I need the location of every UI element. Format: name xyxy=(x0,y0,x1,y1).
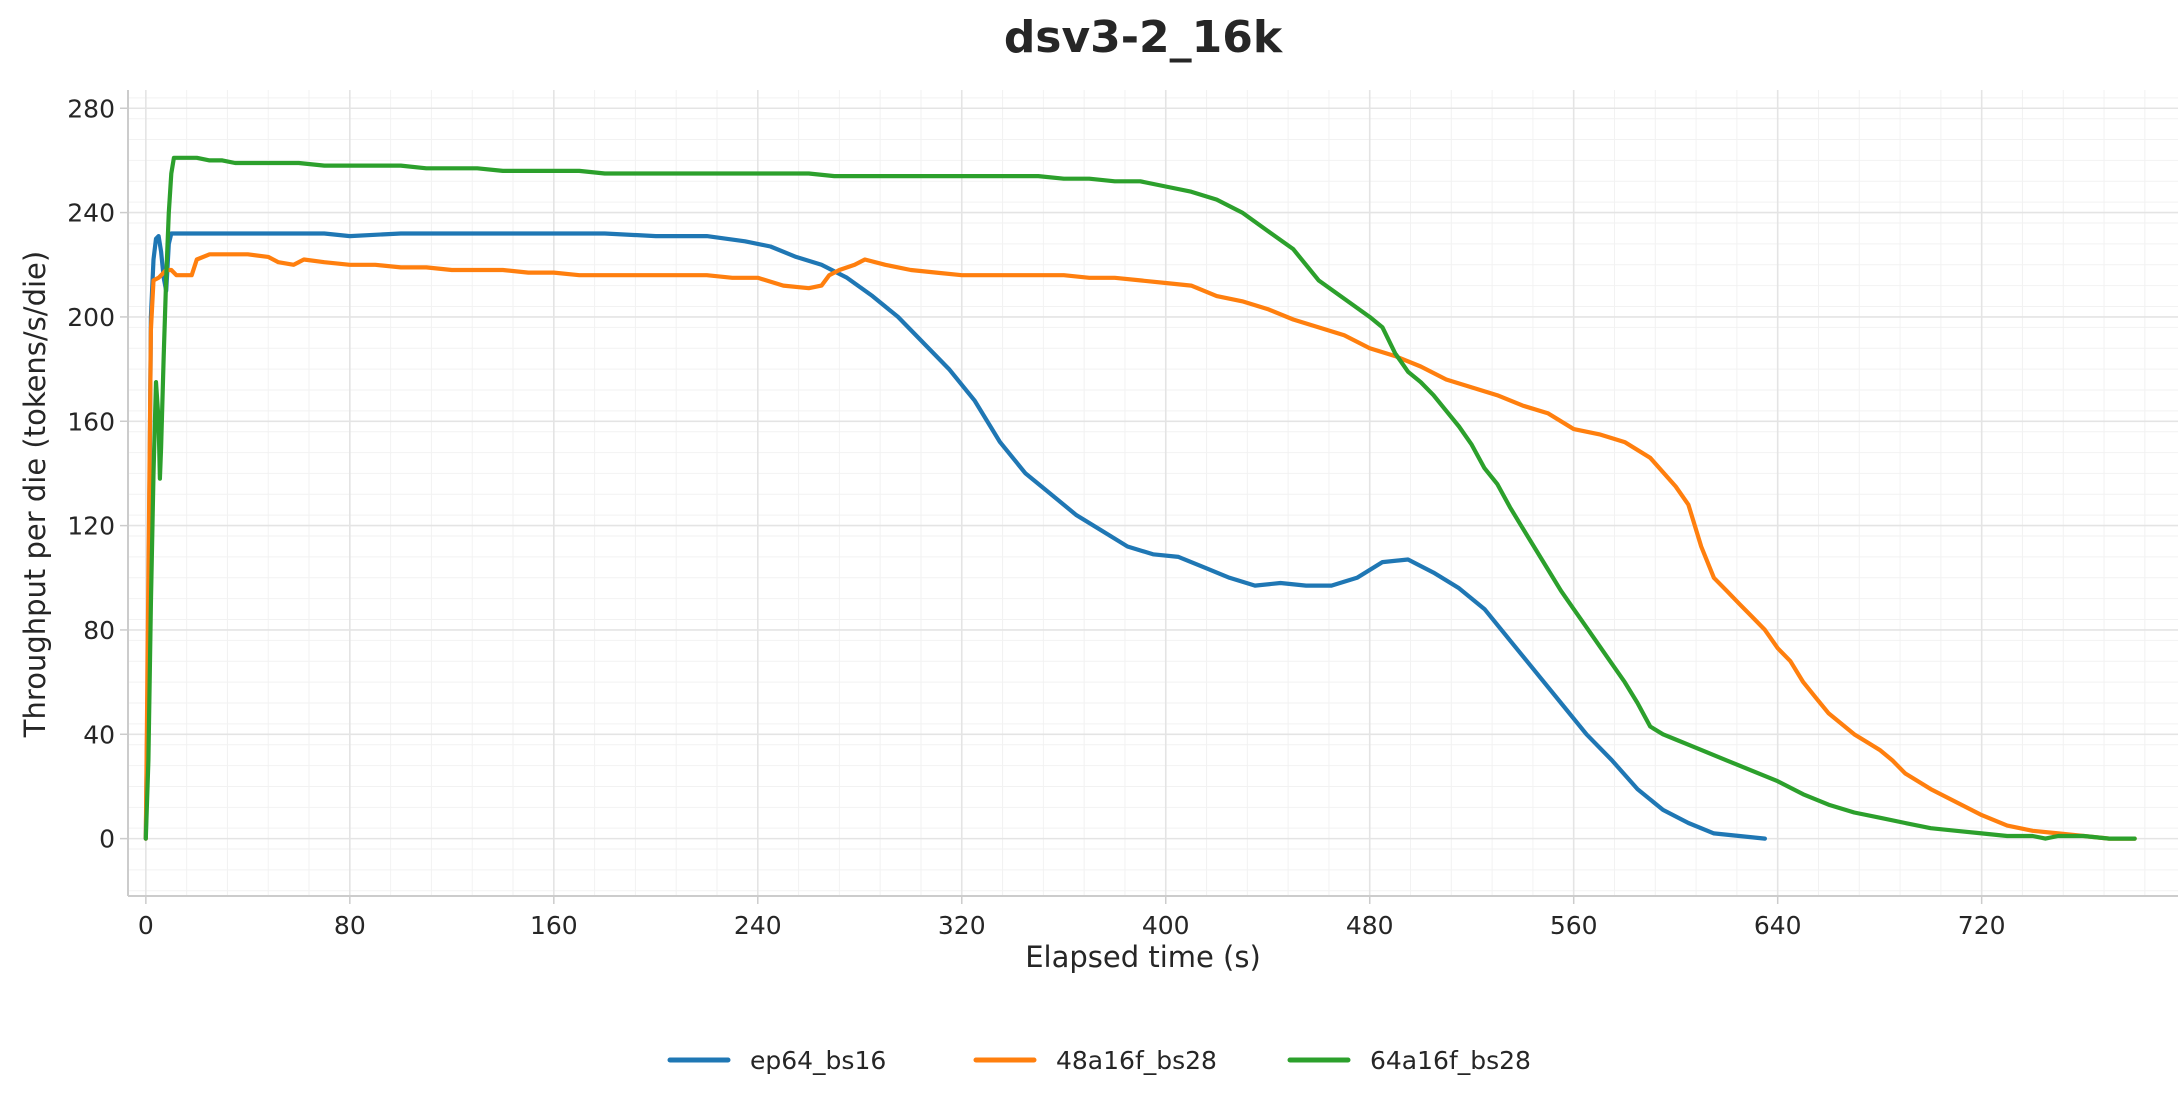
x-tick-label: 320 xyxy=(938,911,986,940)
legend-label: 48a16f_bs28 xyxy=(1056,1046,1217,1075)
chart-title: dsv3-2_16k xyxy=(1004,12,1284,63)
legend-item-48a16f_bs28: 48a16f_bs28 xyxy=(973,1046,1217,1075)
series-line-64a16f_bs28 xyxy=(143,155,2137,841)
tick-labels: 0 80 160 240 320 400 480 560 640 720 0 40 80 120 160 20… xyxy=(67,94,2005,940)
major-grid xyxy=(128,90,2178,896)
y-tick-label: 160 xyxy=(67,407,115,436)
x-tick-label: 480 xyxy=(1346,911,1394,940)
y-tick-label: 240 xyxy=(67,199,115,228)
x-tick-label: 0 xyxy=(138,911,154,940)
series-layer xyxy=(143,155,2137,841)
legend-item-ep64_bs16: ep64_bs16 xyxy=(667,1046,886,1075)
x-tick-label: 160 xyxy=(530,911,578,940)
legend: ep64_bs16 48a16f_bs28 64a16f_bs28 xyxy=(667,1046,1531,1075)
y-tick-label: 280 xyxy=(67,94,115,123)
y-tick-label: 0 xyxy=(99,825,115,854)
y-tick-label: 80 xyxy=(83,616,115,645)
y-axis-label: Throughput per die (tokens/s/die) xyxy=(18,251,52,738)
legend-label: ep64_bs16 xyxy=(750,1046,886,1075)
x-tick-label: 80 xyxy=(334,911,366,940)
legend-item-64a16f_bs28: 64a16f_bs28 xyxy=(1287,1046,1531,1075)
minor-grid xyxy=(128,90,2178,896)
x-axis-label: Elapsed time (s) xyxy=(1025,940,1261,974)
y-tick-label: 200 xyxy=(67,303,115,332)
x-tick-label: 640 xyxy=(1754,911,1802,940)
axes xyxy=(120,90,2178,904)
x-tick-label: 720 xyxy=(1958,911,2006,940)
y-tick-label: 120 xyxy=(67,512,115,541)
x-tick-label: 240 xyxy=(734,911,782,940)
series-line-48a16f_bs28 xyxy=(143,252,2137,841)
y-tick-label: 40 xyxy=(83,720,115,749)
x-tick-label: 560 xyxy=(1550,911,1598,940)
series-line-ep64_bs16 xyxy=(143,231,1767,841)
legend-label: 64a16f_bs28 xyxy=(1370,1046,1531,1075)
x-tick-label: 400 xyxy=(1142,911,1190,940)
